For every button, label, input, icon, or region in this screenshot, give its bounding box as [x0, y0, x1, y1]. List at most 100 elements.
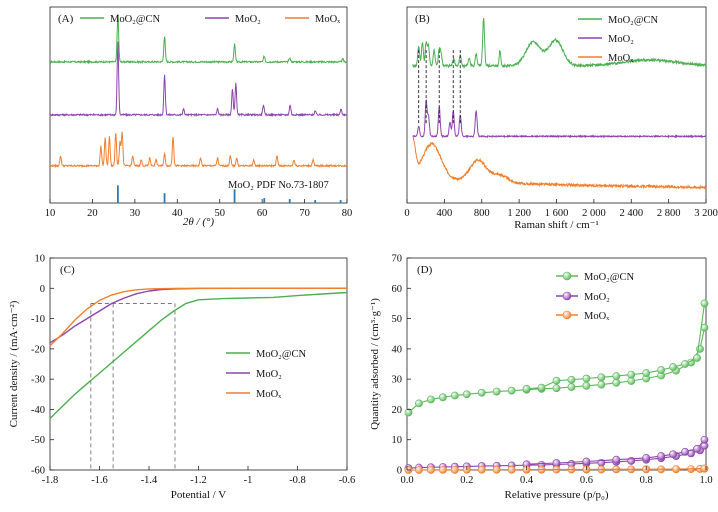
desorption-point: [681, 447, 689, 456]
x-tick-label: -1.6: [91, 475, 108, 486]
legend-label: MoOₓ: [315, 14, 341, 25]
y-tick-label: 50: [392, 314, 403, 325]
x-tick-label: 0: [404, 208, 409, 219]
desorption-point: [672, 465, 680, 473]
series-line: [49, 287, 347, 344]
x-axis-label: 2θ / (°): [183, 216, 215, 228]
adsorption-point: [415, 399, 423, 408]
x-axis-label: Raman shift / cm⁻¹: [514, 219, 599, 231]
x-tick-label: -0.8: [289, 475, 306, 486]
adsorption-point: [438, 465, 447, 474]
y-tick-label: 60: [392, 284, 403, 295]
desorption-point: [669, 363, 678, 371]
legend-label: MoOₓ: [584, 311, 610, 322]
adsorption-point: [404, 408, 413, 417]
desorption-point: [681, 360, 689, 368]
series-line: [412, 98, 707, 139]
desorption-point: [627, 370, 636, 379]
x-axis-label: Relative pressure (p/p₀): [504, 489, 608, 501]
desorption-point: [657, 366, 666, 374]
legend-marker: [562, 271, 572, 281]
desorption-point: [693, 444, 701, 453]
y-axis-label: Current density / (mA·cm⁻²): [8, 300, 20, 427]
y-tick-label: -30: [31, 375, 45, 386]
adsorption-point: [427, 465, 435, 474]
y-tick-label: -40: [31, 405, 45, 416]
desorption-point: [537, 383, 546, 392]
adsorption-point: [450, 465, 459, 474]
desorption-point: [612, 372, 621, 381]
y-tick-label: -10: [31, 314, 45, 325]
desorption-point: [552, 376, 561, 385]
x-tick-label: -1.8: [42, 475, 59, 486]
y-tick-label: 10: [392, 435, 403, 446]
legend-label: MoOₓ: [608, 53, 634, 64]
x-tick-label: 40: [172, 208, 183, 219]
desorption-point: [700, 435, 709, 444]
series-line: [412, 135, 707, 191]
desorption-point: [522, 384, 531, 393]
adsorption-point: [597, 380, 606, 389]
desorption-point: [597, 373, 606, 382]
plot-frame: [406, 257, 707, 471]
adsorption-point: [492, 387, 501, 396]
adsorption-point: [427, 395, 435, 404]
legend-marker: [562, 310, 572, 320]
desorption-point: [612, 455, 621, 464]
desorption-point: [657, 452, 666, 460]
x-tick-label: 800: [474, 208, 490, 219]
x-tick-label: 1 600: [545, 208, 569, 219]
series-line: [412, 17, 707, 69]
x-tick-label: 20: [87, 208, 98, 219]
y-tick-label: -60: [31, 466, 45, 477]
x-tick-label: -1.4: [141, 475, 158, 486]
y-tick-label: 10: [35, 254, 46, 265]
desorption-point: [700, 464, 709, 473]
panel-c-polarization: (C) MoO₂@CN MoO₂ MoOₓ -1.8 -1.6 -1.4 -1.2 -1 -0.8…: [8, 254, 355, 502]
legend-label: MoO₂: [256, 369, 282, 380]
panel-letter: (C): [60, 264, 75, 276]
panel-d-isotherm: (D) MoO₂@CN MoO₂ MoOₓ 0.0 0.2 0.4 0.6 0.8 1.0 0 10 2…: [369, 254, 713, 502]
desorption-point: [642, 453, 651, 462]
series-line: [49, 287, 347, 347]
adsorption-point: [507, 386, 516, 395]
adsorption-point: [477, 388, 486, 397]
panel-letter: (D): [417, 264, 433, 276]
y-tick-label: -20: [31, 344, 45, 355]
legend-label: MoO₂@CN: [584, 272, 635, 283]
series-line: [49, 131, 348, 169]
legend-label: MoO₂: [584, 292, 610, 303]
adsorption-point: [415, 466, 423, 474]
x-tick-label: 70: [299, 208, 310, 219]
x-tick-label: 3 200: [694, 208, 718, 219]
adsorption-point: [438, 393, 447, 402]
desorption-point: [552, 459, 561, 467]
x-tick-label: 0.8: [640, 475, 653, 486]
x-tick-label: 2 400: [619, 208, 643, 219]
x-tick-label: 10: [45, 208, 56, 219]
x-tick-label: 80: [342, 208, 353, 219]
adsorption-point: [477, 465, 486, 474]
x-tick-label: 0.4: [520, 475, 534, 486]
adsorption-point: [462, 390, 471, 399]
legend-label: MoO₂@CN: [110, 14, 161, 25]
desorption-point: [567, 375, 576, 384]
y-tick-label: 70: [392, 254, 403, 265]
desorption-point: [700, 299, 709, 308]
plot-frame: [406, 6, 707, 204]
series-line: [49, 14, 348, 65]
series-line: [49, 41, 348, 118]
x-tick-label: 60: [257, 208, 268, 219]
desorption-point: [582, 457, 591, 466]
adsorption-point: [552, 384, 561, 393]
x-tick-label: 2 000: [582, 208, 606, 219]
desorption-point: [669, 450, 678, 459]
y-tick-label: 0: [397, 466, 402, 477]
x-tick-label: 1.0: [699, 475, 712, 486]
legend-label: MoO₂@CN: [608, 15, 659, 26]
plot-frame: [49, 257, 348, 471]
x-tick-label: 1 200: [507, 208, 531, 219]
desorption-line: [526, 439, 705, 465]
x-tick-label: -1: [244, 475, 253, 486]
x-tick-label: 0.0: [400, 475, 413, 486]
